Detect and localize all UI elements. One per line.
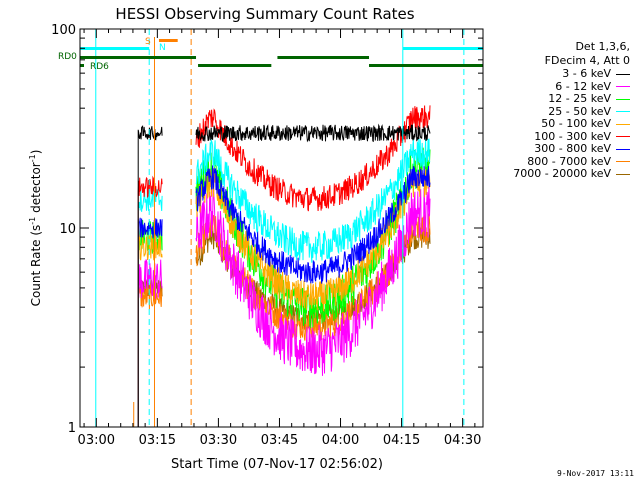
x-axis-label: Start Time (07-Nov-17 02:56:02) [171,457,383,472]
series-group [137,105,431,427]
legend-item-label: 6 - 12 keV [555,79,611,93]
legend-item: 3 - 6 keV [500,67,630,81]
legend-item-label: 3 - 6 keV [562,67,611,80]
chart-title: HESSI Observing Summary Count Rates [115,5,414,23]
series-line-4-a [137,234,163,427]
legend-swatch [616,73,630,75]
legend-item: 6 - 12 keV [500,79,630,94]
series-line-6-b [195,165,431,284]
legend-item-label: 25 - 50 keV [548,104,611,118]
flag-label-rd6: RD6 [90,62,109,72]
x-tick-label: 03:45 [261,433,298,448]
flag-label-s: S [145,37,151,47]
flag-label-rd0: RD0 [58,52,77,62]
x-tick-label: 04:00 [322,433,359,448]
legend-item-label: 800 - 7000 keV [527,154,611,168]
y-axis-label: Count Rate (s-1 detector-1) [28,150,43,307]
legend-item: 800 - 7000 keV [500,154,630,169]
rd6-flag-bar [198,64,272,67]
legend-swatch [616,98,630,100]
legend-item: 100 - 300 keV [500,129,630,144]
legend-item-label: 300 - 800 keV [534,142,611,155]
series-line-1-b [195,186,431,376]
series-line-0-a [137,125,163,427]
flag-label-n: N [159,43,166,53]
legend-swatch [616,111,630,113]
legend-swatch [616,136,630,138]
legend-item-label: 100 - 300 keV [534,129,611,143]
legend-item: 25 - 50 keV [500,104,630,119]
legend-rows: 3 - 6 keV 6 - 12 keV 12 - 25 keV 25 - 50 ke… [500,67,630,181]
legend-item-label: 50 - 100 keV [541,117,611,130]
legend-swatch [616,86,630,88]
legend-header-1: Det 1,3,6, [575,40,630,53]
series-line-5-b [195,105,431,212]
legend-item-label: 7000 - 20000 keV [513,167,611,180]
series-line-0-b [195,123,431,143]
saa-flag-bar [158,39,178,42]
rd0-flag-bar-2 [277,56,370,59]
rd0-flag-bar [80,56,197,59]
legend-item: 7000 - 20000 keV [500,167,630,181]
y-tick-label: 100 [51,23,76,38]
x-tick-label: 04:15 [383,433,420,448]
legend-swatch [616,161,630,163]
legend-item: 300 - 800 keV [500,142,630,156]
y-tick-label: 1 [68,421,76,436]
legend-swatch [616,148,630,150]
series-line-3-b [195,138,431,263]
series-line-5-a [137,175,163,427]
series-line-7-a [137,284,163,427]
rd6-flag-bar-start [80,64,84,67]
x-tick-label: 04:30 [444,433,481,448]
flag-bars [80,39,483,67]
x-tick-label: 03:00 [78,433,115,448]
night-flag-bar-2 [402,47,483,50]
legend-item-label: 12 - 25 keV [548,92,611,105]
chart-legend: Det 1,3,6, FDecim 4, Att 0 3 - 6 keV 6 - … [500,40,630,181]
rd6-flag-bar-2 [369,64,483,67]
series-line-1-a [137,259,163,427]
legend-header-2: FDecim 4, Att 0 [544,54,630,67]
axes: 1 10 100 03:00 03:15 03:30 03:45 04:00 04:15 04:3… [51,23,484,448]
footer-date: 9-Nov-2017 13:11 [556,469,634,478]
series-line-4-b [195,167,431,312]
legend-swatch [616,123,630,125]
y-tick-label: 10 [59,222,76,237]
marker-lines [95,29,465,427]
legend-swatch [616,173,630,175]
legend-item: 12 - 25 keV [500,92,630,106]
legend-item: 50 - 100 keV [500,117,630,131]
x-tick-label: 03:15 [139,433,176,448]
x-tick-label: 03:30 [200,433,237,448]
series-line-7-b [195,213,431,341]
series-line-6-a [137,217,163,427]
series-line-2-b [195,147,431,329]
night-flag-bar [80,47,150,50]
